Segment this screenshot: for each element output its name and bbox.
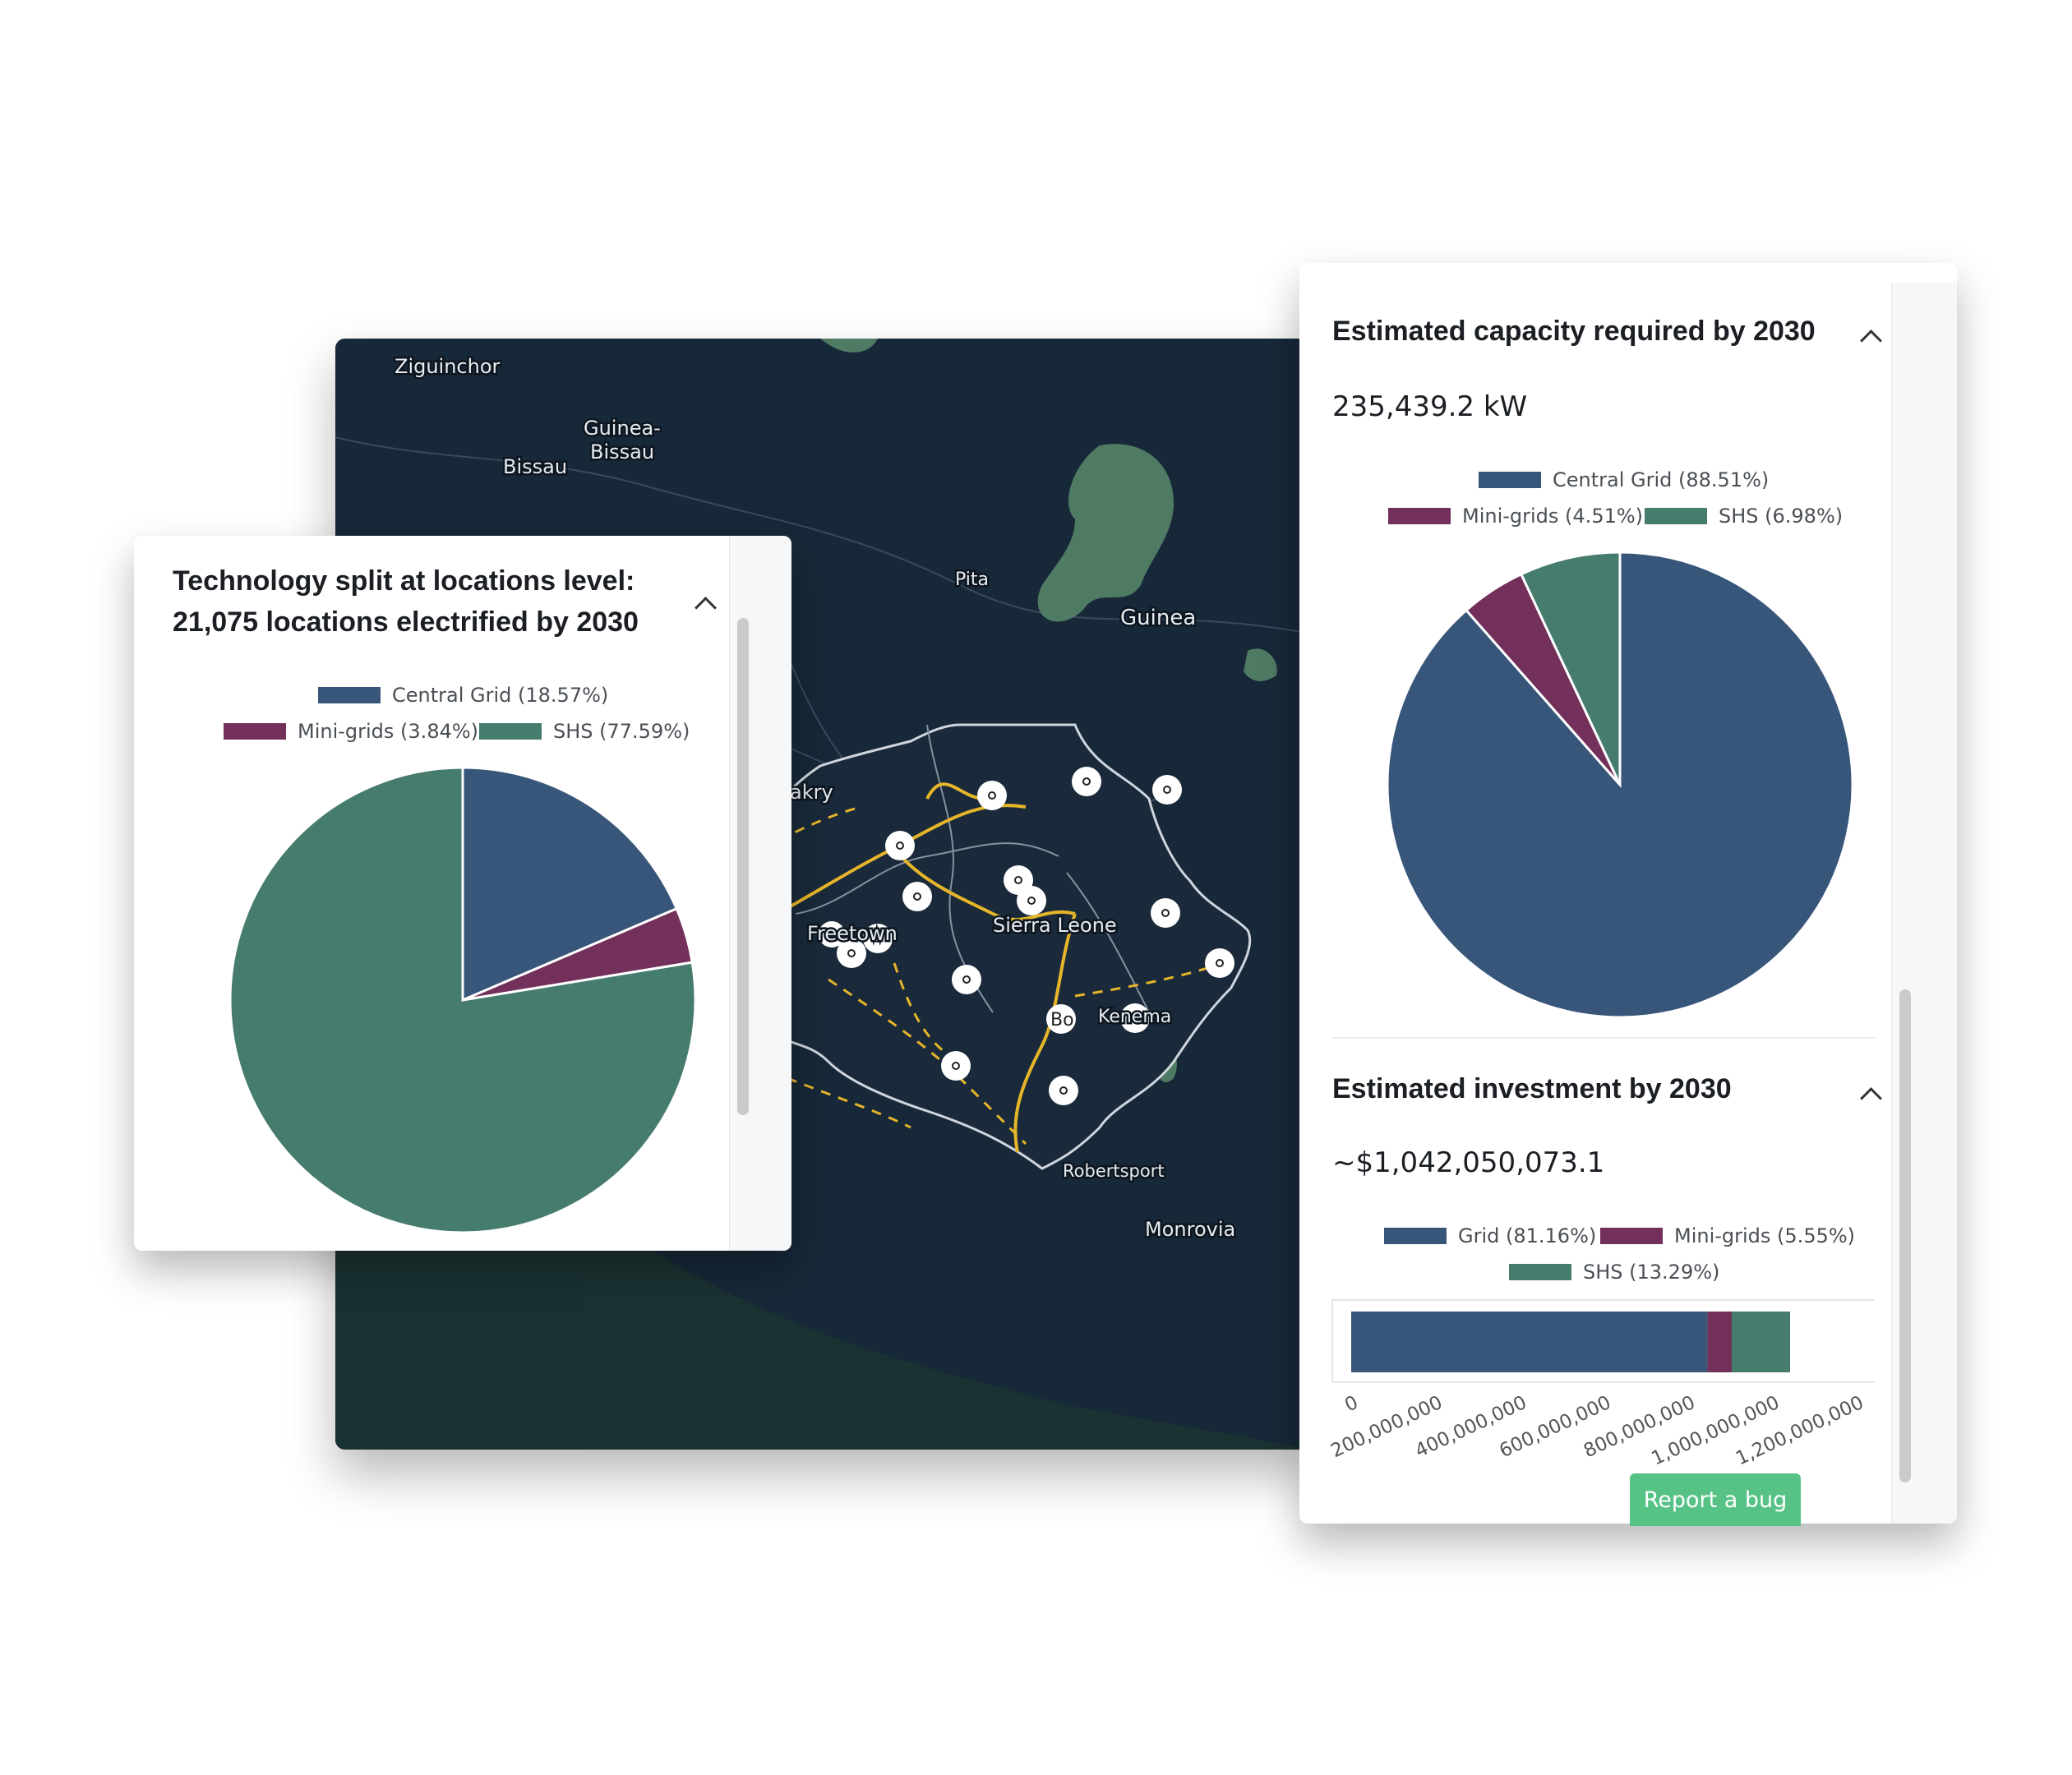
- location-marker[interactable]: [1046, 1004, 1076, 1034]
- chevron-up-icon[interactable]: [1860, 330, 1882, 352]
- grid-line: [893, 846, 1076, 922]
- location-marker[interactable]: [1049, 1076, 1078, 1105]
- bar-segment-shs[interactable]: [1732, 1312, 1791, 1372]
- district-border: [1066, 872, 1150, 1013]
- district-border: [795, 842, 1059, 915]
- technology-split-title: Technology split at locations level: 21,…: [173, 560, 715, 643]
- map-label-pita: Pita: [955, 569, 989, 590]
- legend-central-grid: Central Grid (18.57%): [318, 684, 608, 707]
- legend-central-grid: Central Grid (88.51%): [1479, 468, 1769, 491]
- chevron-up-icon[interactable]: [1860, 1087, 1882, 1109]
- investment-bar-chart[interactable]: 0200,000,000400,000,000600,000,000800,00…: [1316, 1290, 1891, 1520]
- legend-shs: SHS (13.29%): [1509, 1261, 1719, 1284]
- map-canvas[interactable]: Ziguinchor Guinea- Bissau Bissau Pita Gu…: [335, 339, 1315, 1450]
- legend-swatch: [1509, 1264, 1571, 1280]
- legend-label: Mini-grids (3.84%): [298, 720, 479, 743]
- legend-grid: Grid (81.16%): [1384, 1224, 1596, 1247]
- title-line-1: Technology split at locations level:: [173, 565, 635, 597]
- bar-segment-grid[interactable]: [1351, 1312, 1708, 1372]
- grid-line-planned: [1074, 961, 1224, 998]
- legend-label: Mini-grids (4.51%): [1462, 505, 1644, 528]
- location-marker[interactable]: [837, 938, 866, 968]
- legend-swatch: [224, 723, 286, 740]
- location-marker[interactable]: [902, 882, 932, 911]
- map-label-bo: Bo: [1050, 1010, 1074, 1030]
- map-label-ziguinchor: Ziguinchor: [395, 355, 501, 378]
- map-label-conakry: akry: [790, 781, 833, 804]
- capacity-value: 235,439.2 kW: [1332, 390, 1528, 423]
- legend-label: Central Grid (18.57%): [392, 684, 609, 707]
- legend-mini-grids: Mini-grids (4.51%): [1388, 505, 1643, 528]
- legend-label: Central Grid (88.51%): [1553, 468, 1770, 491]
- map-label-guinea-bissau-2: Bissau: [590, 440, 654, 463]
- park-area: [1244, 648, 1277, 681]
- legend-swatch: [1479, 472, 1541, 488]
- park-area: [820, 339, 878, 353]
- map-label-kenema: Kenema: [1098, 1007, 1171, 1027]
- grid-line: [925, 782, 985, 800]
- scrollbar-thumb[interactable]: [737, 618, 749, 1115]
- location-markers[interactable]: [819, 767, 1234, 1105]
- location-marker[interactable]: [1017, 886, 1046, 915]
- location-marker[interactable]: [885, 831, 915, 860]
- map-label-guinea-bissau: Guinea-: [584, 417, 661, 440]
- map-label-sierra-leone: Sierra Leone: [993, 914, 1117, 937]
- map-label-robertsport: Robertsport: [1063, 1161, 1165, 1181]
- location-marker[interactable]: [977, 781, 1007, 810]
- location-marker[interactable]: [1151, 898, 1180, 928]
- border-line: [335, 436, 1315, 635]
- legend-label: Mini-grids (5.55%): [1674, 1224, 1856, 1247]
- legend-swatch: [479, 723, 542, 740]
- legend-shs: SHS (77.59%): [479, 720, 690, 743]
- grid-line-planned: [762, 805, 862, 850]
- pie-slice-shs[interactable]: [1519, 551, 1622, 786]
- location-marker[interactable]: [1205, 948, 1234, 978]
- map-label-bissau: Bissau: [503, 455, 567, 478]
- pie-slices: [228, 766, 697, 1234]
- capacity-title: Estimated capacity required by 2030: [1332, 316, 1816, 347]
- report-bug-button[interactable]: Report a bug: [1630, 1473, 1801, 1526]
- stacked-bar: [1351, 1312, 1791, 1372]
- legend-label: Grid (81.16%): [1458, 1224, 1597, 1247]
- grid-line: [1013, 913, 1077, 1153]
- legend-mini-grids: Mini-grids (5.55%): [1600, 1224, 1855, 1247]
- legend-swatch: [1388, 508, 1451, 524]
- legend-label: SHS (6.98%): [1719, 505, 1844, 528]
- legend-swatch: [1645, 508, 1707, 524]
- legend-label: SHS (77.59%): [553, 720, 690, 743]
- legend-shs: SHS (6.98%): [1645, 505, 1843, 528]
- capacity-pie-chart[interactable]: [1373, 538, 1867, 1031]
- location-marker[interactable]: [863, 924, 893, 953]
- location-marker[interactable]: [1152, 775, 1182, 805]
- bar-segment-mini-grids[interactable]: [1707, 1312, 1733, 1372]
- park-area: [1037, 444, 1174, 622]
- location-marker[interactable]: [941, 1051, 971, 1081]
- legend-swatch: [1384, 1228, 1447, 1244]
- location-marker[interactable]: [819, 921, 845, 947]
- map-label-freetown: Freetown: [807, 922, 898, 945]
- x-tick-label: 0: [1341, 1392, 1361, 1417]
- map-label-monrovia: Monrovia: [1145, 1218, 1235, 1241]
- pie-slices: [1386, 551, 1854, 1019]
- pie-slice-shs[interactable]: [228, 766, 697, 1234]
- map-label-guinea: Guinea: [1120, 606, 1196, 630]
- title-line-2: 21,075 locations electrified by 2030: [173, 606, 639, 638]
- legend-mini-grids: Mini-grids (3.84%): [224, 720, 478, 743]
- legend-label: SHS (13.29%): [1583, 1261, 1720, 1284]
- location-marker[interactable]: [952, 965, 981, 994]
- summary-panel: Estimated capacity required by 2030 235,…: [1299, 263, 1957, 1524]
- technology-split-pie-chart[interactable]: [216, 754, 709, 1247]
- section-divider: [1332, 1037, 1875, 1039]
- x-axis-ticks: 0200,000,000400,000,000600,000,000800,00…: [1327, 1392, 1867, 1470]
- investment-value: ~$1,042,050,073.1: [1332, 1146, 1605, 1179]
- technology-split-panel: Technology split at locations level: 21,…: [134, 536, 791, 1251]
- pie-slice-central-grid[interactable]: [461, 766, 679, 1003]
- legend-swatch: [1600, 1228, 1663, 1244]
- scrollbar-thumb[interactable]: [1899, 989, 1911, 1482]
- legend-swatch: [318, 687, 381, 703]
- map-view[interactable]: Ziguinchor Guinea- Bissau Bissau Pita Gu…: [335, 339, 1315, 1450]
- investment-title: Estimated investment by 2030: [1332, 1073, 1732, 1104]
- location-marker[interactable]: [1120, 1003, 1150, 1033]
- location-marker[interactable]: [1072, 767, 1101, 796]
